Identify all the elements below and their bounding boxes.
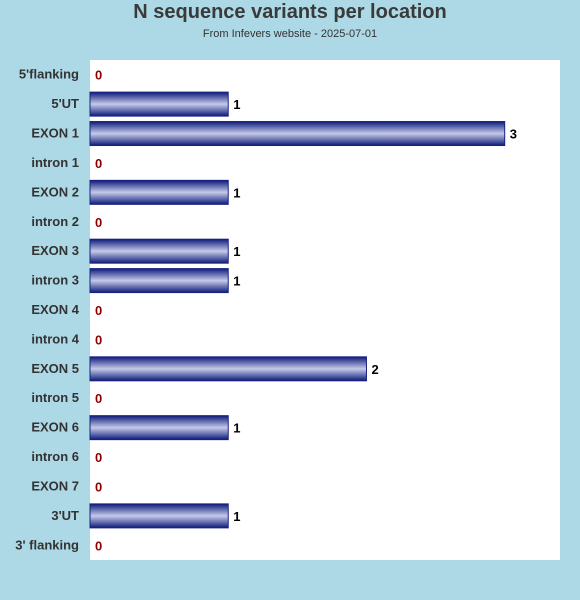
category-label: EXON 2 [31, 184, 79, 199]
bar [89, 503, 229, 529]
bar [89, 91, 229, 117]
category-label: EXON 6 [31, 420, 79, 435]
category-label: EXON 7 [31, 478, 79, 493]
value-label: 0 [95, 450, 102, 465]
chart-subtitle: From Infevers website - 2025-07-01 [202, 28, 378, 40]
bar [89, 121, 506, 147]
value-label: 2 [371, 362, 378, 377]
value-label: 0 [95, 479, 102, 494]
value-label: 0 [95, 538, 102, 553]
bar [89, 268, 229, 294]
category-label: 3'UT [51, 508, 79, 523]
category-label: EXON 3 [31, 243, 79, 258]
value-label: 1 [233, 274, 240, 289]
value-label: 1 [233, 244, 240, 259]
category-label: intron 1 [31, 155, 79, 170]
value-label: 1 [233, 509, 240, 524]
category-label: intron 3 [31, 273, 79, 288]
value-label: 0 [95, 332, 102, 347]
value-label: 1 [233, 185, 240, 200]
category-label: 3' flanking [15, 537, 79, 552]
category-label: intron 4 [31, 331, 79, 346]
category-label: intron 2 [31, 214, 79, 229]
bar [89, 356, 367, 382]
value-label: 0 [95, 303, 102, 318]
bar [89, 238, 229, 264]
category-label: EXON 4 [31, 302, 79, 317]
value-label: 0 [95, 68, 102, 83]
category-label: 5'flanking [19, 67, 79, 82]
value-label: 1 [233, 97, 240, 112]
value-label: 3 [510, 127, 517, 142]
value-label: 1 [233, 421, 240, 436]
category-label: intron 6 [31, 449, 79, 464]
chart-title: N sequence variants per location [133, 1, 447, 23]
category-label: 5'UT [51, 96, 79, 111]
bar [89, 179, 229, 205]
value-label: 0 [95, 391, 102, 406]
category-label: EXON 1 [31, 126, 79, 141]
value-label: 0 [95, 156, 102, 171]
bar [89, 415, 229, 441]
category-label: EXON 5 [31, 361, 79, 376]
value-label: 0 [95, 215, 102, 230]
category-label: intron 5 [31, 390, 79, 405]
